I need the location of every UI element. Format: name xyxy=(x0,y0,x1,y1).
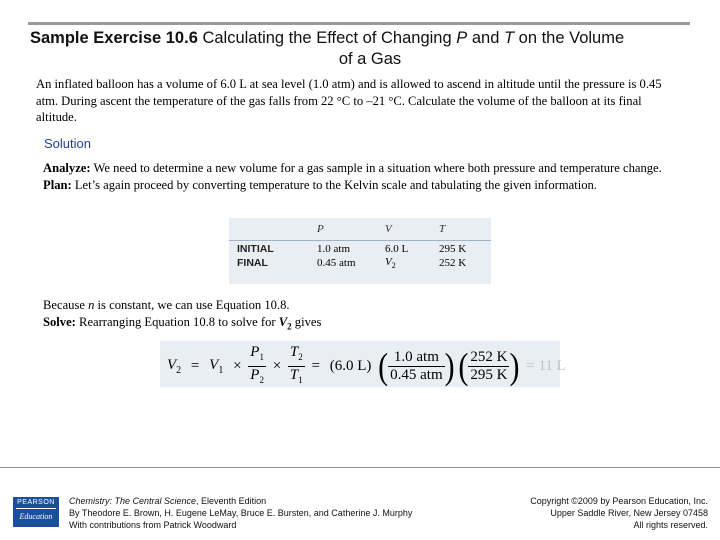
problem-statement: An inflated balloon has a volume of 6.0 … xyxy=(36,77,662,124)
because-solve-text: Because n is constant, we can use Equati… xyxy=(43,298,322,332)
header-t: T xyxy=(439,223,446,235)
footer-citation: Chemistry: The Central Science, Eleventh… xyxy=(69,496,413,530)
given-data-table: P V T INITIAL 1.0 atm 6.0 L 295 K FINAL … xyxy=(229,218,491,284)
top-rule xyxy=(28,22,690,25)
header-p: P xyxy=(317,223,324,235)
equation-result: = 11 L xyxy=(526,358,566,374)
table-row: INITIAL 1.0 atm 6.0 L 295 K xyxy=(237,243,467,255)
page-title: Sample Exercise 10.6 Calculating the Eff… xyxy=(30,29,625,68)
table-header-rule xyxy=(229,240,491,241)
volume-equation: V2 = V1 × P1 P2 × T2 T1 = (6.0 L) (1.0 atm… xyxy=(160,341,566,387)
exercise-number: Sample Exercise 10.6 xyxy=(30,29,198,47)
table-row: FINAL 0.45 atm V2 252 K xyxy=(237,256,467,271)
footer-copyright: Copyright ©2009 by Pearson Education, In… xyxy=(530,496,708,530)
footer-rule xyxy=(0,467,720,468)
analyze-plan-text: Analyze: We need to determine a new volu… xyxy=(43,161,662,192)
solution-heading: Solution xyxy=(44,136,91,151)
header-v: V xyxy=(385,223,392,235)
pearson-logo: PEARSON Education xyxy=(13,497,59,527)
